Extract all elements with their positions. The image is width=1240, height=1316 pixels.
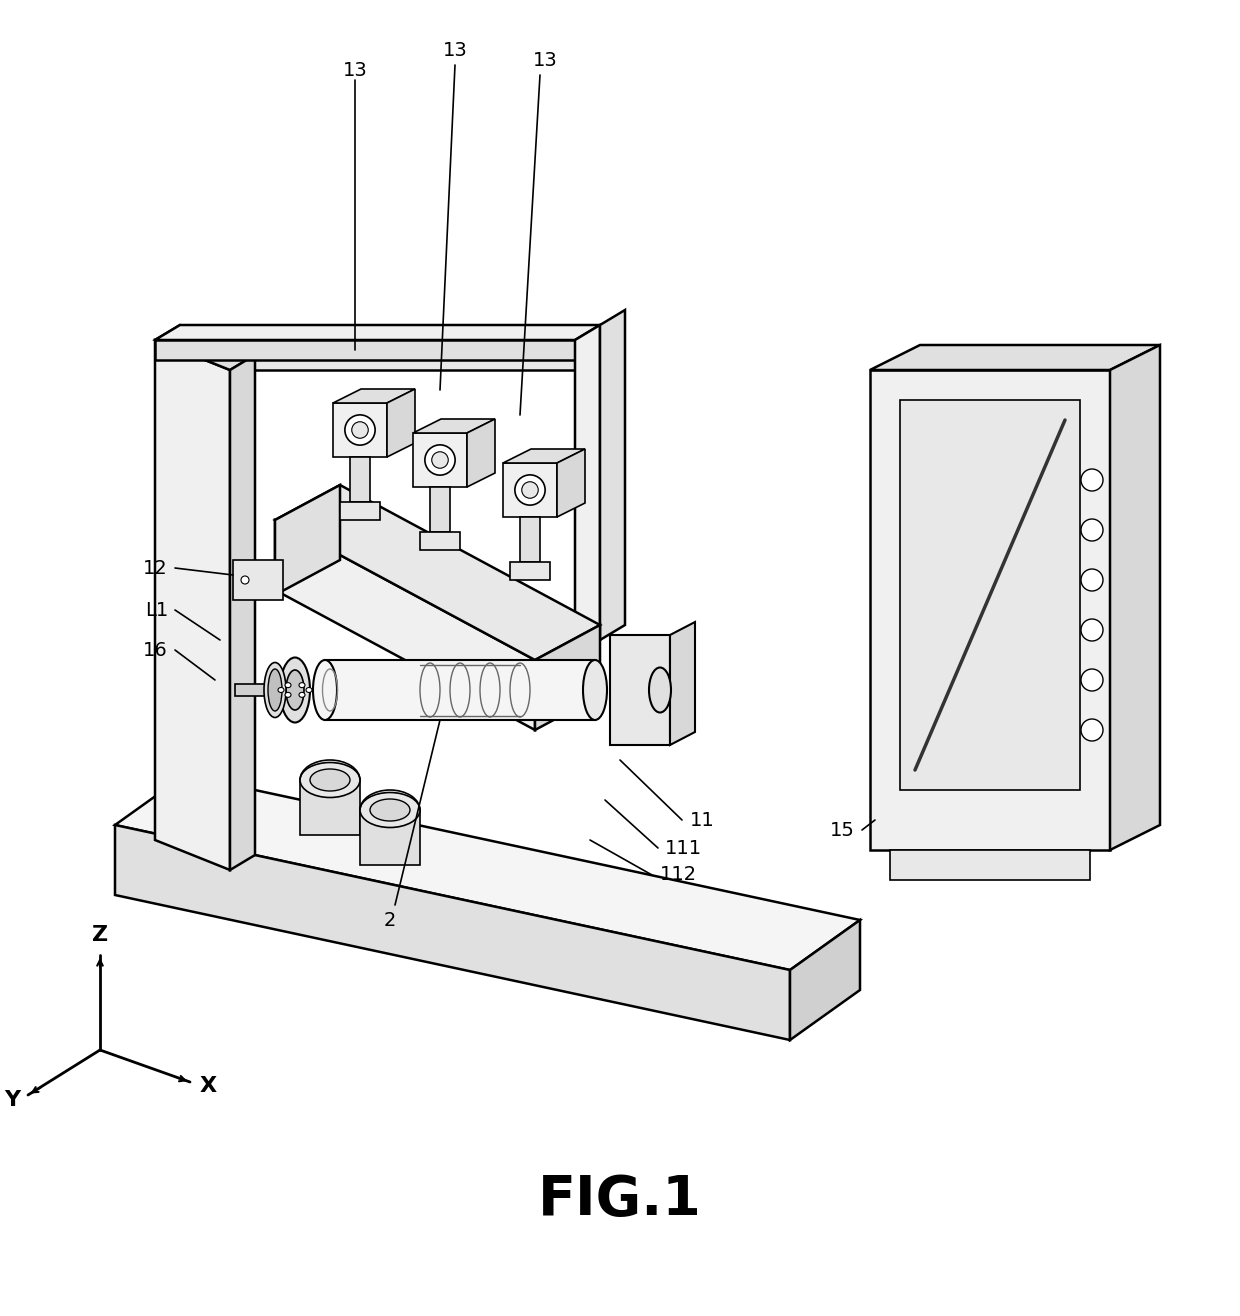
Polygon shape [387,390,415,457]
Polygon shape [557,449,585,517]
Ellipse shape [285,683,291,688]
Text: 12: 12 [144,558,167,578]
Text: L1: L1 [145,600,167,620]
Polygon shape [467,418,495,487]
Text: 2: 2 [384,911,397,929]
Text: Z: Z [92,925,108,945]
Text: 11: 11 [689,811,714,829]
Ellipse shape [1081,519,1104,541]
Polygon shape [275,520,534,730]
Polygon shape [610,636,670,745]
Ellipse shape [1081,619,1104,641]
Text: 112: 112 [660,866,697,884]
Ellipse shape [370,799,410,821]
Polygon shape [670,622,694,745]
Polygon shape [510,562,551,580]
Ellipse shape [241,576,249,584]
Polygon shape [155,340,575,361]
Ellipse shape [1081,719,1104,741]
Polygon shape [520,517,539,562]
Ellipse shape [300,762,360,797]
Polygon shape [350,457,370,501]
Polygon shape [180,325,600,370]
Ellipse shape [278,687,284,692]
Ellipse shape [432,451,448,468]
Polygon shape [600,311,625,640]
Ellipse shape [299,692,305,697]
Polygon shape [1110,345,1159,850]
Polygon shape [413,433,467,487]
Polygon shape [430,487,450,532]
Text: 15: 15 [830,820,856,840]
Ellipse shape [649,667,671,712]
Ellipse shape [299,683,305,688]
Ellipse shape [522,482,538,499]
Ellipse shape [280,658,310,722]
Ellipse shape [583,661,608,720]
Polygon shape [340,501,379,520]
Polygon shape [115,775,861,970]
Polygon shape [233,561,283,600]
Text: 13: 13 [342,61,367,79]
Polygon shape [115,825,790,1040]
Polygon shape [155,325,600,340]
Polygon shape [900,400,1080,790]
Polygon shape [575,325,600,655]
Ellipse shape [1081,669,1104,691]
Text: 111: 111 [665,838,702,858]
Text: 13: 13 [533,50,557,70]
Text: 13: 13 [443,41,467,59]
Polygon shape [325,661,595,720]
Polygon shape [334,390,415,403]
Polygon shape [360,811,420,865]
Text: X: X [200,1076,217,1096]
Polygon shape [503,449,585,463]
Ellipse shape [312,661,337,720]
Polygon shape [236,684,280,696]
Polygon shape [155,340,229,870]
Polygon shape [890,850,1090,880]
Ellipse shape [306,687,312,692]
Ellipse shape [352,421,368,438]
Ellipse shape [345,415,376,445]
Polygon shape [334,403,387,457]
Polygon shape [790,920,861,1040]
Ellipse shape [268,669,281,711]
Text: FIG.1: FIG.1 [538,1173,702,1227]
Text: 16: 16 [144,641,167,659]
Polygon shape [870,345,1159,370]
Ellipse shape [1081,569,1104,591]
Polygon shape [870,370,1110,850]
Polygon shape [275,486,600,661]
Polygon shape [275,486,340,595]
Text: Y: Y [4,1090,20,1109]
Ellipse shape [360,792,420,828]
Ellipse shape [310,769,350,791]
Polygon shape [534,625,600,730]
Polygon shape [503,463,557,517]
Polygon shape [155,325,255,370]
Polygon shape [300,780,360,834]
Ellipse shape [286,670,304,711]
Ellipse shape [1081,468,1104,491]
Ellipse shape [264,662,286,717]
Ellipse shape [515,475,546,505]
Polygon shape [413,418,495,433]
Ellipse shape [425,445,455,475]
Polygon shape [420,532,460,550]
Polygon shape [229,355,255,870]
Ellipse shape [285,692,291,697]
